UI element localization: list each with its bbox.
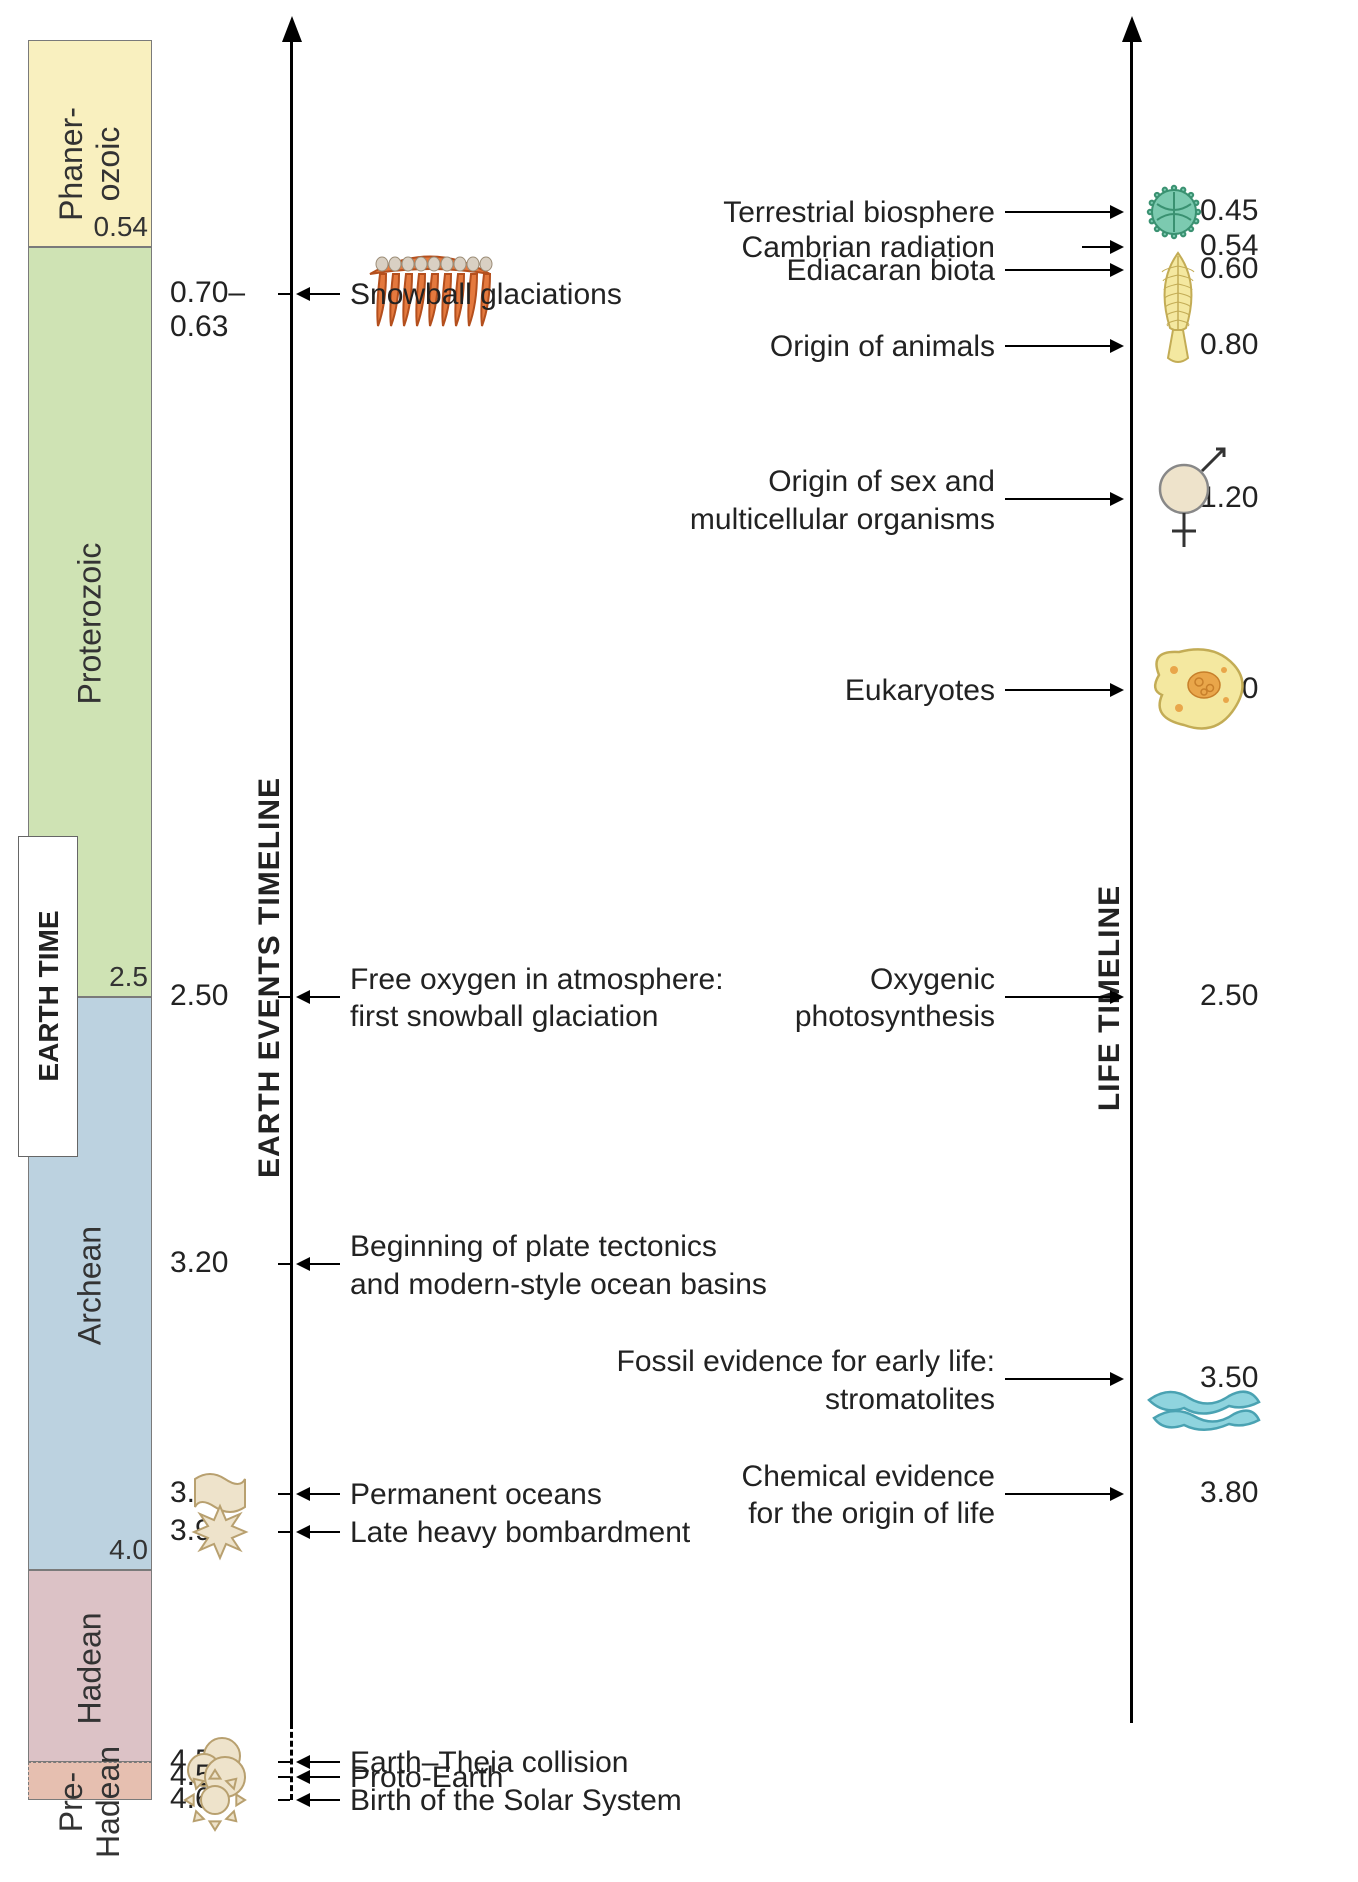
eon-age: 2.5 — [86, 961, 148, 993]
leaf-frond-icon — [1148, 248, 1208, 373]
green-cell-icon — [1144, 182, 1204, 247]
life-event-arrow — [1005, 211, 1122, 213]
life-event-text: Ediacaran biota — [575, 252, 995, 290]
life-event-age: 0.80 — [1200, 328, 1310, 362]
earth-axis-dashed — [290, 1723, 293, 1800]
earth-event-age: 3.20 — [170, 1246, 280, 1280]
earth-axis — [290, 40, 293, 1723]
life-event-arrow — [1005, 1378, 1122, 1380]
life-event-age: 0.60 — [1200, 252, 1310, 286]
life-event-age: 2.50 — [1200, 979, 1310, 1013]
earth-time-badge: EARTH TIME — [18, 836, 78, 1157]
earth-event-text: Beginning of plate tectonicsand modern-s… — [350, 1228, 810, 1303]
eon-label: Pre-Hadean — [53, 1722, 127, 1882]
life-event-text: Fossil evidence for early life:stromatol… — [575, 1343, 995, 1418]
life-axis-arrowhead — [1122, 16, 1142, 42]
life-event-age: 0.45 — [1200, 194, 1310, 228]
eon-age: 0.54 — [86, 211, 148, 243]
life-event-arrow — [1005, 996, 1122, 998]
life-event-arrow — [1005, 345, 1122, 347]
life-event-arrow — [1005, 498, 1122, 500]
eon-label: Archean — [72, 1206, 109, 1366]
life-event-text: Origin of animals — [575, 328, 995, 366]
earth-event-age: 0.70–0.63 — [170, 276, 280, 344]
life-event-age: 3.80 — [1200, 1476, 1310, 1510]
earth-event-arrow — [298, 293, 340, 295]
impact-burst-icon — [190, 1502, 250, 1567]
life-axis — [1130, 40, 1133, 1723]
eon-age: 4.0 — [86, 1534, 148, 1566]
earth-event-arrow — [298, 996, 340, 998]
earth-event-arrow — [298, 1761, 340, 1763]
life-event-text: Eukaryotes — [575, 672, 995, 710]
life-event-text: Terrestrial biosphere — [575, 194, 995, 232]
life-event-text: Chemical evidencefor the origin of life — [575, 1458, 995, 1533]
sun-icon — [180, 1765, 250, 1840]
earth-event-text: Birth of the Solar System — [350, 1782, 810, 1820]
earth-event-arrow — [298, 1776, 340, 1778]
earth-event-arrow — [298, 1263, 340, 1265]
stromatolite-icon — [1144, 1380, 1264, 1440]
life-event-arrow — [1005, 1493, 1122, 1495]
earth-event-arrow — [298, 1799, 340, 1801]
eukaryote-cell-icon — [1144, 640, 1254, 745]
earth-event-arrow — [298, 1493, 340, 1495]
earth-event-arrow — [298, 1531, 340, 1533]
sex-symbol-icon — [1144, 439, 1234, 564]
life-event-text: Oxygenicphotosynthesis — [575, 961, 995, 1036]
earth-event-age: 2.50 — [170, 979, 280, 1013]
eon-label: Proterozoic — [72, 544, 109, 704]
life-event-arrow — [1005, 269, 1122, 271]
earth-axis-arrowhead — [282, 16, 302, 42]
life-event-text: Origin of sex andmulticellular organisms — [575, 463, 995, 538]
life-event-arrow — [1082, 246, 1122, 248]
life-event-arrow — [1005, 689, 1122, 691]
